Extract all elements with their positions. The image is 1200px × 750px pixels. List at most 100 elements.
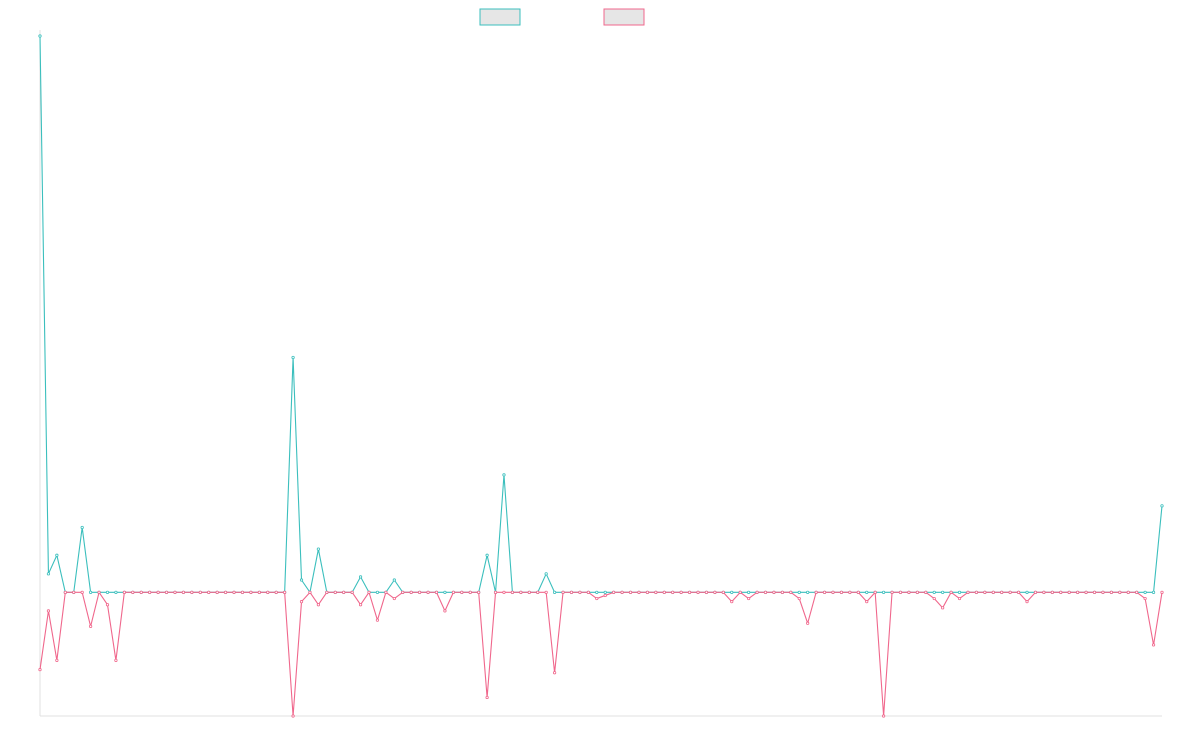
series-2-point[interactable]	[932, 596, 936, 601]
series-1-point[interactable]	[1160, 504, 1164, 508]
series-2-point[interactable]	[139, 590, 143, 594]
series-2-point[interactable]	[215, 590, 219, 594]
series-2-point[interactable]	[375, 618, 380, 622]
series-2-point[interactable]	[223, 590, 228, 594]
series-2-point[interactable]	[814, 590, 818, 594]
series-1-point[interactable]	[485, 553, 489, 557]
legend-swatch-1[interactable]	[479, 8, 521, 26]
series-2-point[interactable]	[1042, 590, 1046, 594]
series-2-point[interactable]	[924, 590, 928, 594]
series-2-point[interactable]	[392, 596, 396, 601]
series-2-point[interactable]	[308, 590, 312, 594]
series-2-point[interactable]	[738, 590, 742, 594]
series-2-point[interactable]	[603, 593, 607, 598]
series-2-point[interactable]	[966, 590, 970, 594]
series-2-point[interactable]	[1050, 590, 1054, 594]
series-2-point[interactable]	[97, 590, 101, 594]
series-2-point[interactable]	[957, 596, 962, 601]
series-2-point[interactable]	[274, 590, 278, 594]
series-1-point[interactable]	[291, 355, 295, 360]
series-2-point[interactable]	[63, 590, 67, 594]
series-2-point[interactable]	[1160, 590, 1164, 594]
series-2-point[interactable]	[882, 714, 886, 718]
series-2-point[interactable]	[949, 590, 953, 594]
series-2-point[interactable]	[1126, 590, 1130, 594]
series-2-point[interactable]	[342, 590, 346, 594]
series-2-point[interactable]	[1109, 590, 1113, 594]
series-2-point[interactable]	[578, 590, 582, 594]
series-1-point[interactable]	[882, 590, 886, 594]
series-2-point[interactable]	[1067, 590, 1071, 594]
series-2-point[interactable]	[654, 590, 658, 594]
series-2-point[interactable]	[839, 590, 844, 594]
series-2-point[interactable]	[80, 590, 84, 594]
series-1-point[interactable]	[797, 590, 801, 594]
series-2-point[interactable]	[1000, 590, 1004, 594]
series-2-point[interactable]	[358, 603, 363, 607]
series-2-point[interactable]	[122, 590, 126, 594]
series-2-point[interactable]	[519, 590, 523, 594]
series-1-point[interactable]	[941, 590, 945, 594]
series-2-point[interactable]	[873, 590, 877, 594]
series-1-point[interactable]	[299, 578, 304, 582]
series-2-point[interactable]	[1101, 590, 1105, 594]
series-1-point[interactable]	[114, 590, 118, 594]
series-2-point[interactable]	[46, 609, 51, 613]
series-1-point[interactable]	[502, 473, 506, 477]
series-2-point[interactable]	[822, 590, 827, 594]
series-2-point[interactable]	[1076, 590, 1080, 594]
series-2-point[interactable]	[679, 590, 683, 594]
series-2-point[interactable]	[983, 590, 987, 594]
series-1-point[interactable]	[89, 590, 93, 594]
series-2-point[interactable]	[890, 590, 894, 594]
series-2-point[interactable]	[552, 671, 557, 675]
series-2-point[interactable]	[451, 590, 455, 594]
series-1-point[interactable]	[46, 572, 51, 576]
series-2-point[interactable]	[283, 590, 287, 594]
series-2-point[interactable]	[865, 600, 869, 604]
series-2-point[interactable]	[527, 590, 531, 594]
series-2-point[interactable]	[316, 603, 320, 607]
series-2-point[interactable]	[164, 590, 169, 594]
series-2-point[interactable]	[409, 590, 413, 594]
series-2-point[interactable]	[443, 609, 447, 613]
series-2-point[interactable]	[114, 658, 118, 662]
series-1-point[interactable]	[932, 590, 936, 594]
series-2-point[interactable]	[55, 658, 59, 662]
series-2-point[interactable]	[991, 590, 995, 594]
series-2-point[interactable]	[662, 590, 666, 594]
series-2-point[interactable]	[207, 590, 211, 594]
series-2-point[interactable]	[131, 590, 135, 594]
series-2-point[interactable]	[856, 590, 860, 594]
series-1-point[interactable]	[392, 578, 396, 582]
series-2-point[interactable]	[645, 590, 650, 594]
series-2-point[interactable]	[1059, 590, 1063, 594]
series-2-point[interactable]	[325, 590, 329, 594]
series-2-point[interactable]	[561, 590, 565, 594]
series-2-point[interactable]	[418, 590, 422, 594]
series-2-point[interactable]	[772, 590, 776, 594]
series-2-point[interactable]	[367, 590, 371, 594]
series-2-point[interactable]	[907, 590, 911, 594]
series-1-point[interactable]	[316, 547, 320, 551]
series-1-point[interactable]	[55, 553, 59, 557]
series-2-point[interactable]	[350, 590, 354, 594]
series-1-point[interactable]	[544, 572, 548, 576]
series-2-point[interactable]	[713, 590, 717, 594]
series-2-point[interactable]	[1016, 590, 1021, 594]
series-2-point[interactable]	[384, 590, 388, 594]
series-2-point[interactable]	[763, 590, 768, 594]
series-2-point[interactable]	[502, 590, 506, 594]
series-2-point[interactable]	[806, 621, 810, 625]
series-2-point[interactable]	[797, 596, 801, 601]
series-2-point[interactable]	[747, 596, 751, 601]
series-2-point[interactable]	[915, 590, 919, 594]
series-2-point[interactable]	[671, 590, 675, 594]
series-2-point[interactable]	[544, 590, 548, 594]
series-2-point[interactable]	[291, 714, 295, 718]
series-2-point[interactable]	[730, 600, 734, 604]
series-1-point[interactable]	[1151, 590, 1156, 594]
series-2-point[interactable]	[240, 590, 245, 594]
series-2-point[interactable]	[1025, 600, 1029, 604]
series-2-point[interactable]	[460, 590, 464, 594]
